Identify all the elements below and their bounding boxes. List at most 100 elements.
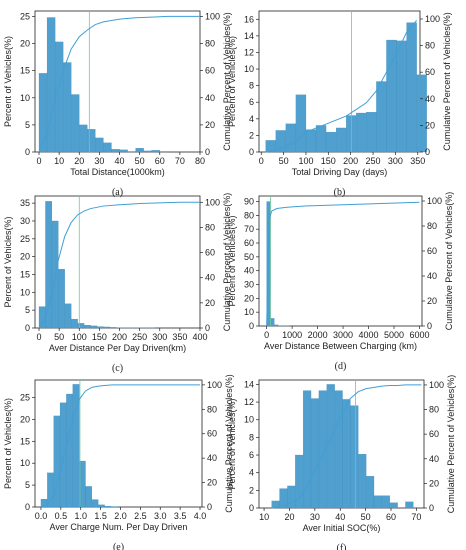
plot-frame — [258, 195, 423, 327]
histogram-bar — [111, 149, 120, 153]
y-tick-label: 10 — [20, 93, 30, 103]
x-tick-label: 30 — [310, 512, 320, 522]
y2-tick-label: 100 — [429, 380, 444, 390]
y2-tick-label: 80 — [425, 41, 435, 51]
y-tick-label: 25 — [20, 11, 30, 21]
histogram-bar — [77, 323, 85, 329]
y-tick-label: 4 — [249, 114, 254, 124]
x-tick-label: 0.0 — [35, 511, 48, 521]
histogram-bar — [305, 129, 317, 153]
panel-label: (c) — [112, 363, 123, 374]
y-tick-label: 15 — [20, 66, 30, 76]
y2-tick-label: 80 — [429, 405, 439, 415]
y-tick-label: 0 — [25, 323, 30, 333]
y-tick-label: 70 — [244, 224, 254, 234]
cumulative-curve — [38, 15, 200, 153]
y-tick-label: 0 — [249, 503, 254, 513]
histogram-bar — [159, 151, 168, 153]
x-tick-label: 20 — [284, 512, 294, 522]
y-axis-label: Percent of Vehicles(%) — [3, 216, 13, 307]
y-tick-label: 16 — [244, 14, 254, 24]
histogram-bar — [326, 384, 335, 509]
histogram-bar — [66, 393, 73, 508]
y2-tick-label: 40 — [207, 453, 217, 463]
y-tick-label: 0 — [249, 147, 254, 157]
y-axis-label: Percent of Vehicles(%) — [227, 398, 237, 489]
y2-axis-label: Cumulative Percent of Vehicles(%) — [222, 193, 232, 332]
histogram-bar — [143, 150, 152, 153]
y2-tick-label: 60 — [207, 429, 217, 439]
chart-panel-f: 10 20 30 40 50 60 70 0 2 4 6 8 10 12 14 0 20 40 60 80 100 Ave… — [227, 375, 456, 550]
x-tick-label: 200 — [112, 332, 127, 342]
y-tick-label: 25 — [20, 393, 30, 403]
histogram-bar — [104, 505, 112, 508]
y-tick-label: 90 — [244, 197, 254, 207]
x-tick-label: 0.5 — [55, 511, 68, 521]
histogram-bar — [63, 62, 72, 153]
x-tick-label: 5000 — [384, 330, 404, 340]
x-tick-label: 10 — [54, 156, 64, 166]
histogram-bar — [71, 318, 78, 329]
histogram-bar — [285, 123, 297, 153]
x-tick-label: 10 — [259, 512, 269, 522]
histogram-bar — [287, 485, 296, 509]
y-tick-label: 35 — [20, 198, 30, 208]
histogram-bar — [295, 94, 307, 153]
histogram-bar — [95, 137, 104, 153]
y2-tick-label: 100 — [425, 14, 440, 24]
x-axis-label: Aver Charge Num. Per Day Driven — [50, 522, 188, 532]
y-tick-label: 10 — [244, 307, 254, 317]
x-tick-label: 200 — [343, 156, 358, 166]
histogram-bar — [91, 499, 99, 508]
histogram-bar — [366, 112, 377, 153]
histogram-bar — [274, 324, 279, 327]
y-tick-label: 10 — [20, 287, 30, 297]
histogram-bar — [98, 504, 105, 508]
y-tick-label: 40 — [244, 266, 254, 276]
x-tick-label: 100 — [298, 156, 313, 166]
panel-label: (d) — [335, 361, 347, 372]
histogram-bar — [358, 454, 367, 509]
y2-tick-label: 40 — [429, 454, 439, 464]
histogram-bar — [325, 131, 337, 153]
y-tick-label: 5 — [25, 480, 30, 490]
x-tick-label: 300 — [152, 332, 167, 342]
y-tick-label: 60 — [244, 238, 254, 248]
cumulative-curve — [40, 384, 201, 508]
y-tick-label: 0 — [25, 502, 30, 512]
histogram-bar — [90, 325, 98, 329]
histogram-bar — [79, 460, 86, 508]
y2-axis-label: Cumulative Percent of Vehicles(%) — [224, 374, 234, 513]
x-axis-label: Aver Distance Between Charging (km) — [264, 341, 417, 351]
histogram-bar — [135, 148, 144, 153]
x-tick-label: 2.5 — [134, 511, 147, 521]
panel-label: (a) — [112, 187, 123, 198]
chart-panel-b: 0 50 100 150 200 250 300 3500246810121416020406… — [227, 10, 452, 198]
histogram-bar — [96, 326, 104, 329]
panel-label: (f) — [337, 543, 347, 550]
x-tick-label: 350 — [172, 332, 187, 342]
x-tick-label: 400 — [192, 332, 207, 342]
y-tick-label: 15 — [20, 436, 30, 446]
histogram-bar — [83, 325, 91, 329]
x-tick-label: 50 — [54, 332, 64, 342]
y-tick-label: 8 — [249, 81, 254, 91]
x-tick-label: 0 — [37, 156, 42, 166]
y2-axis-label: Cumulative Percent of Vehicles(%) — [446, 375, 456, 514]
y2-tick-label: 100 — [205, 11, 220, 21]
histogram-bar — [103, 326, 110, 329]
histogram-bar — [396, 40, 407, 153]
chart-panel-d: 0 1000 2000 3000 4000 5000 6000010203040506070… — [227, 192, 454, 372]
histogram-bar — [54, 41, 64, 153]
y-tick-label: 50 — [244, 252, 254, 262]
chart-panel-e: 0.0 0.5 1.0 1.5 2.0 2.5 3.0 3.5 4.00510152025020… — [3, 374, 234, 550]
chart-panel-c: 0 50 100 150 200 250 300 350 4000510152025303502… — [3, 193, 232, 374]
histogram-bar — [350, 405, 359, 509]
histogram-bar — [334, 390, 343, 509]
histogram-bar — [405, 501, 414, 509]
cumulative-curve — [265, 19, 418, 153]
y2-tick-label: 100 — [207, 380, 222, 390]
y-tick-label: 25 — [20, 234, 30, 244]
y-tick-label: 2 — [249, 130, 254, 140]
